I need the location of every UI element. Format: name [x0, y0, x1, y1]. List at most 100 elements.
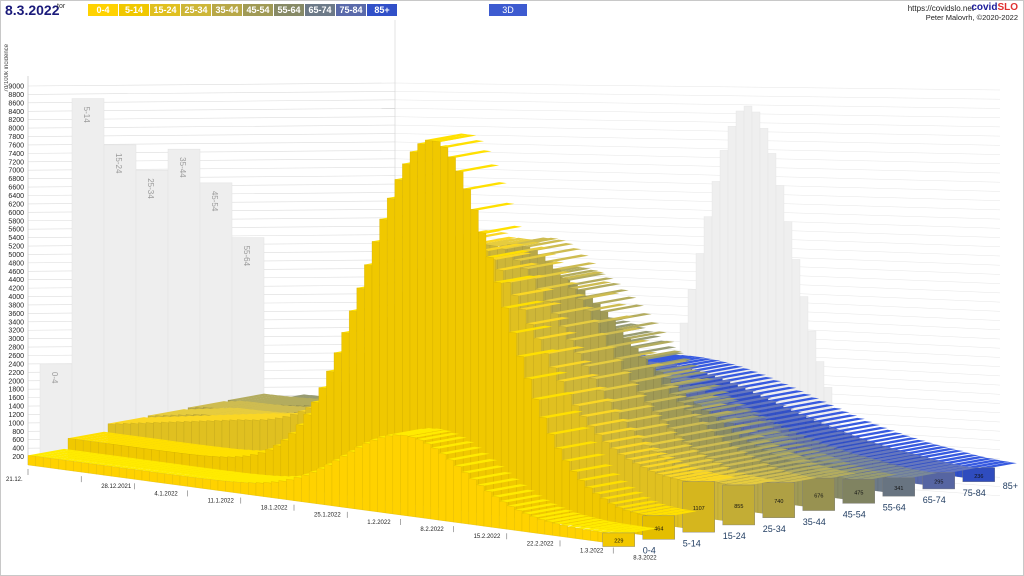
bar-top [552, 262, 597, 270]
bar-top [684, 403, 728, 411]
bar-front [73, 461, 82, 473]
bar-top [66, 453, 110, 462]
legend-item-45-54[interactable]: 45-54 [243, 4, 273, 16]
bar-top [75, 432, 120, 441]
y-tick-label: 7800 [8, 134, 24, 141]
legend-item-85+[interactable]: 85+ [367, 4, 397, 16]
bar-top [607, 496, 652, 505]
legend-item-15-24[interactable]: 15-24 [150, 4, 180, 16]
bar-top [744, 448, 789, 456]
legend-item-35-44[interactable]: 35-44 [212, 4, 242, 16]
bar-top [516, 349, 560, 357]
bar-top [752, 452, 796, 460]
last-value-label: 236 [974, 474, 983, 480]
bar-top [562, 273, 606, 281]
bar-top [463, 182, 507, 190]
ghost-peak-bar [103, 144, 137, 466]
bar-front [478, 232, 487, 515]
bar-top [529, 509, 574, 518]
y-tick-label: 3400 [8, 319, 24, 326]
bar-top [758, 411, 802, 420]
y-tick-label: 7400 [8, 151, 24, 158]
y-tick-label: 2400 [8, 361, 24, 368]
bar-top [166, 444, 211, 453]
bar-front [210, 479, 219, 491]
last-value-box [802, 477, 835, 511]
legend-item-25-34[interactable]: 25-34 [181, 4, 211, 16]
bar-top [834, 442, 878, 450]
last-value-label: 229 [614, 539, 623, 545]
bar-top [655, 364, 700, 373]
bar-top [798, 469, 842, 477]
bar-top [552, 516, 596, 525]
legend-item-5-14[interactable]: 5-14 [119, 4, 149, 16]
bar-top [766, 415, 810, 423]
bar-top [817, 454, 861, 462]
bar-top [258, 396, 302, 405]
bar-top [668, 387, 713, 395]
category-label-65-74: 65-74 [923, 495, 946, 505]
3d-view-button[interactable]: 3D [489, 4, 527, 16]
bar-front [468, 478, 477, 526]
bar-top [541, 346, 585, 354]
bar-top [760, 455, 804, 463]
bar-top [920, 449, 964, 458]
bar-top [813, 414, 858, 423]
bar-front [590, 530, 599, 542]
bar-top [518, 302, 562, 310]
bar-top [615, 322, 660, 330]
bar-top [821, 417, 865, 426]
bar-top [81, 456, 125, 464]
bar-front [575, 527, 583, 540]
bar-top [802, 449, 846, 457]
legend-item-55-64[interactable]: 55-64 [274, 4, 304, 16]
gridline [394, 124, 1001, 137]
bar-top [659, 413, 703, 422]
bar-top [777, 450, 821, 458]
bar-top [782, 465, 827, 473]
category-label-55-64: 55-64 [883, 502, 906, 512]
bar-top [617, 447, 661, 455]
bar-top [204, 449, 249, 457]
bar-top [756, 431, 800, 439]
y-tick-label: 2600 [8, 353, 24, 360]
bar-top [544, 514, 589, 523]
bar-top [228, 393, 272, 402]
bar-top [685, 474, 730, 483]
bar-front [438, 453, 447, 522]
brand-part-a: covid [971, 2, 998, 13]
bar-top [43, 450, 87, 459]
last-value-label: 464 [654, 527, 663, 533]
bar-top [233, 475, 277, 483]
legend-item-75-84[interactable]: 75-84 [336, 4, 366, 16]
bar-top [604, 394, 648, 403]
bar-top [144, 441, 188, 450]
weekday-label: tor [57, 3, 66, 10]
bar-top [727, 463, 772, 471]
y-tick-label: 4400 [8, 277, 24, 284]
site-url-link[interactable]: https://covidslo.net [907, 4, 974, 13]
legend-item-65-74[interactable]: 65-74 [305, 4, 335, 16]
bar-top [684, 361, 728, 369]
bar-front [529, 516, 538, 534]
bar-top [592, 486, 636, 495]
bar-top [710, 474, 754, 483]
bar-top [189, 447, 234, 456]
bar-front [103, 465, 112, 477]
ghost-peak-bar [71, 98, 105, 466]
bar-top [571, 398, 616, 406]
bar-top [912, 448, 956, 456]
date-tick-label: 8.2.2022 [420, 527, 444, 533]
bar-top [735, 466, 779, 475]
legend-item-0-4[interactable]: 0-4 [88, 4, 118, 16]
bar-top [157, 466, 201, 474]
bar-top [73, 454, 118, 463]
bar-top [678, 473, 722, 481]
bar-top [142, 464, 186, 472]
bar-top [699, 365, 744, 374]
bar-front [263, 481, 272, 498]
bar-top [512, 253, 557, 261]
bar-top [594, 427, 638, 435]
bar-top [478, 225, 522, 234]
bar-top [767, 459, 812, 467]
